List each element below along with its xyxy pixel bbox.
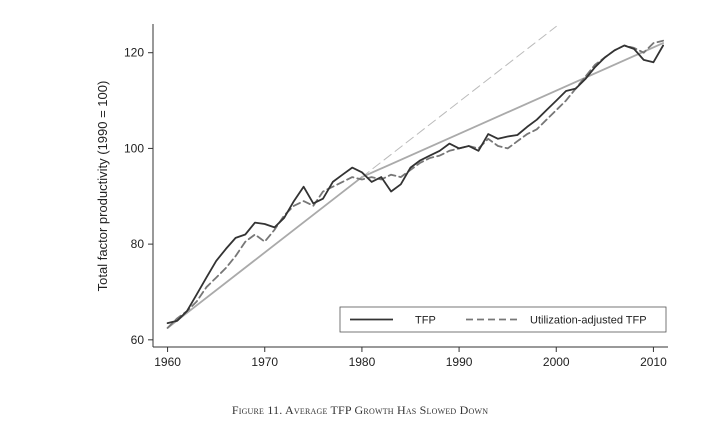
x-ticks: 1960 1970 1980 1990 2000 2010 xyxy=(154,347,667,369)
y-ticks: 60 80 100 120 xyxy=(124,46,153,347)
x-tick-label: 2010 xyxy=(640,355,667,369)
legend: TFP Utilization-adjusted TFP xyxy=(339,306,667,333)
series-line-tfp xyxy=(166,44,664,325)
series-line-utilization-adjusted-tfp xyxy=(166,39,664,329)
series-line-trend-1960-1980 xyxy=(166,176,363,329)
y-axis-title: Total factor productivity (1990 = 100) xyxy=(95,81,110,292)
tfp-chart: 60 80 100 120 1960 1970 1980 1990 2000 2010 Tota… xyxy=(95,24,668,369)
legend-label-tfp: TFP xyxy=(415,315,436,327)
y-tick-label: 120 xyxy=(124,46,144,60)
x-tick-label: 1990 xyxy=(446,355,473,369)
series-layer xyxy=(166,25,664,329)
y-tick-label: 80 xyxy=(131,237,145,251)
x-tick-label: 2000 xyxy=(543,355,570,369)
x-tick-label: 1980 xyxy=(349,355,376,369)
series-line-extrapolated-1960-1980-trend xyxy=(361,25,557,178)
plot-area: 60 80 100 120 1960 1970 1980 1990 2000 2010 xyxy=(124,24,668,369)
legend-label-utilization-adjusted: Utilization-adjusted TFP xyxy=(530,315,647,327)
x-tick-label: 1970 xyxy=(251,355,278,369)
y-tick-label: 60 xyxy=(131,333,145,347)
x-tick-label: 1960 xyxy=(154,355,181,369)
y-tick-label: 100 xyxy=(124,141,144,155)
legend-box xyxy=(339,306,667,333)
series-line-trend-1980-2011 xyxy=(360,42,664,179)
figure-caption: Figure 11. Average TFP Growth Has Slowed… xyxy=(231,403,489,417)
